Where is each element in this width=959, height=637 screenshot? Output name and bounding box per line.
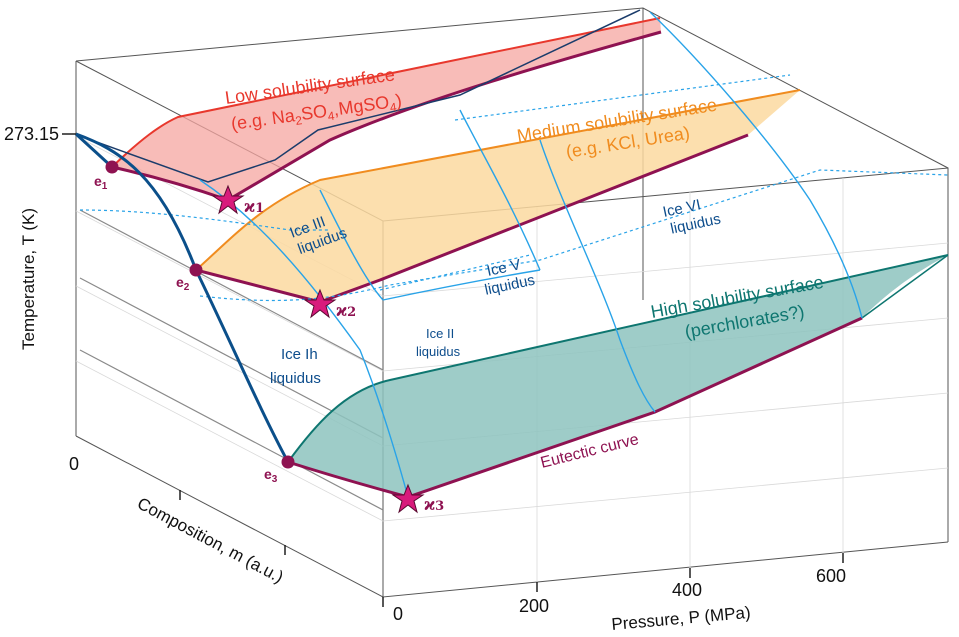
medium-solubility-surface [196, 90, 800, 302]
temperature-tick-label: 273.15 [4, 124, 59, 144]
pressure-tick-200: 200 [519, 596, 549, 616]
e2-point [189, 263, 203, 277]
pressure-axis-title: Pressure, P (MPa) [611, 603, 752, 634]
e2-label: e2 [176, 274, 190, 293]
k3-label: ϰ3 [424, 495, 444, 515]
k2-star [303, 288, 337, 319]
low-surface-eutectic [111, 30, 662, 202]
e3-point [281, 455, 295, 469]
e1-label: e1 [94, 173, 108, 192]
pressure-tick-400: 400 [672, 580, 702, 600]
pressure-tick-600: 600 [816, 566, 846, 586]
high-surface-right-edge [861, 254, 949, 319]
e3-label: e3 [264, 466, 278, 485]
medium-surface-edge [195, 89, 801, 271]
temperature-axis-title: Temperature, T (K) [19, 208, 38, 350]
ice-ih-label: Ice Ih liquidus [270, 346, 321, 387]
axis-ticks [62, 133, 844, 607]
phase-boundaries [199, 11, 863, 498]
low-solubility-surface [112, 18, 661, 200]
composition-axis-title: Composition, m (a.u.) [134, 494, 286, 587]
k1-label: ϰ1 [244, 197, 264, 217]
k1-star [211, 184, 245, 215]
ice-v-label: Ice Vliquidus [479, 254, 536, 299]
k3-star [391, 483, 425, 514]
e1-point [105, 160, 119, 174]
pressure-tick-0: 0 [393, 604, 403, 624]
ice-vi-label: Ice VIliquidus [661, 193, 722, 239]
k2-label: ϰ2 [336, 301, 356, 321]
ice-ih-upper-line [74, 132, 114, 169]
ice-ii-label: Ice II liquidus [416, 326, 461, 359]
composition-tick-label: 0 [69, 454, 79, 474]
low-surface-inner-curve [79, 9, 641, 183]
star-markers [211, 184, 425, 514]
high-solubility-surface [288, 255, 948, 497]
high-surface-edge [287, 254, 949, 463]
